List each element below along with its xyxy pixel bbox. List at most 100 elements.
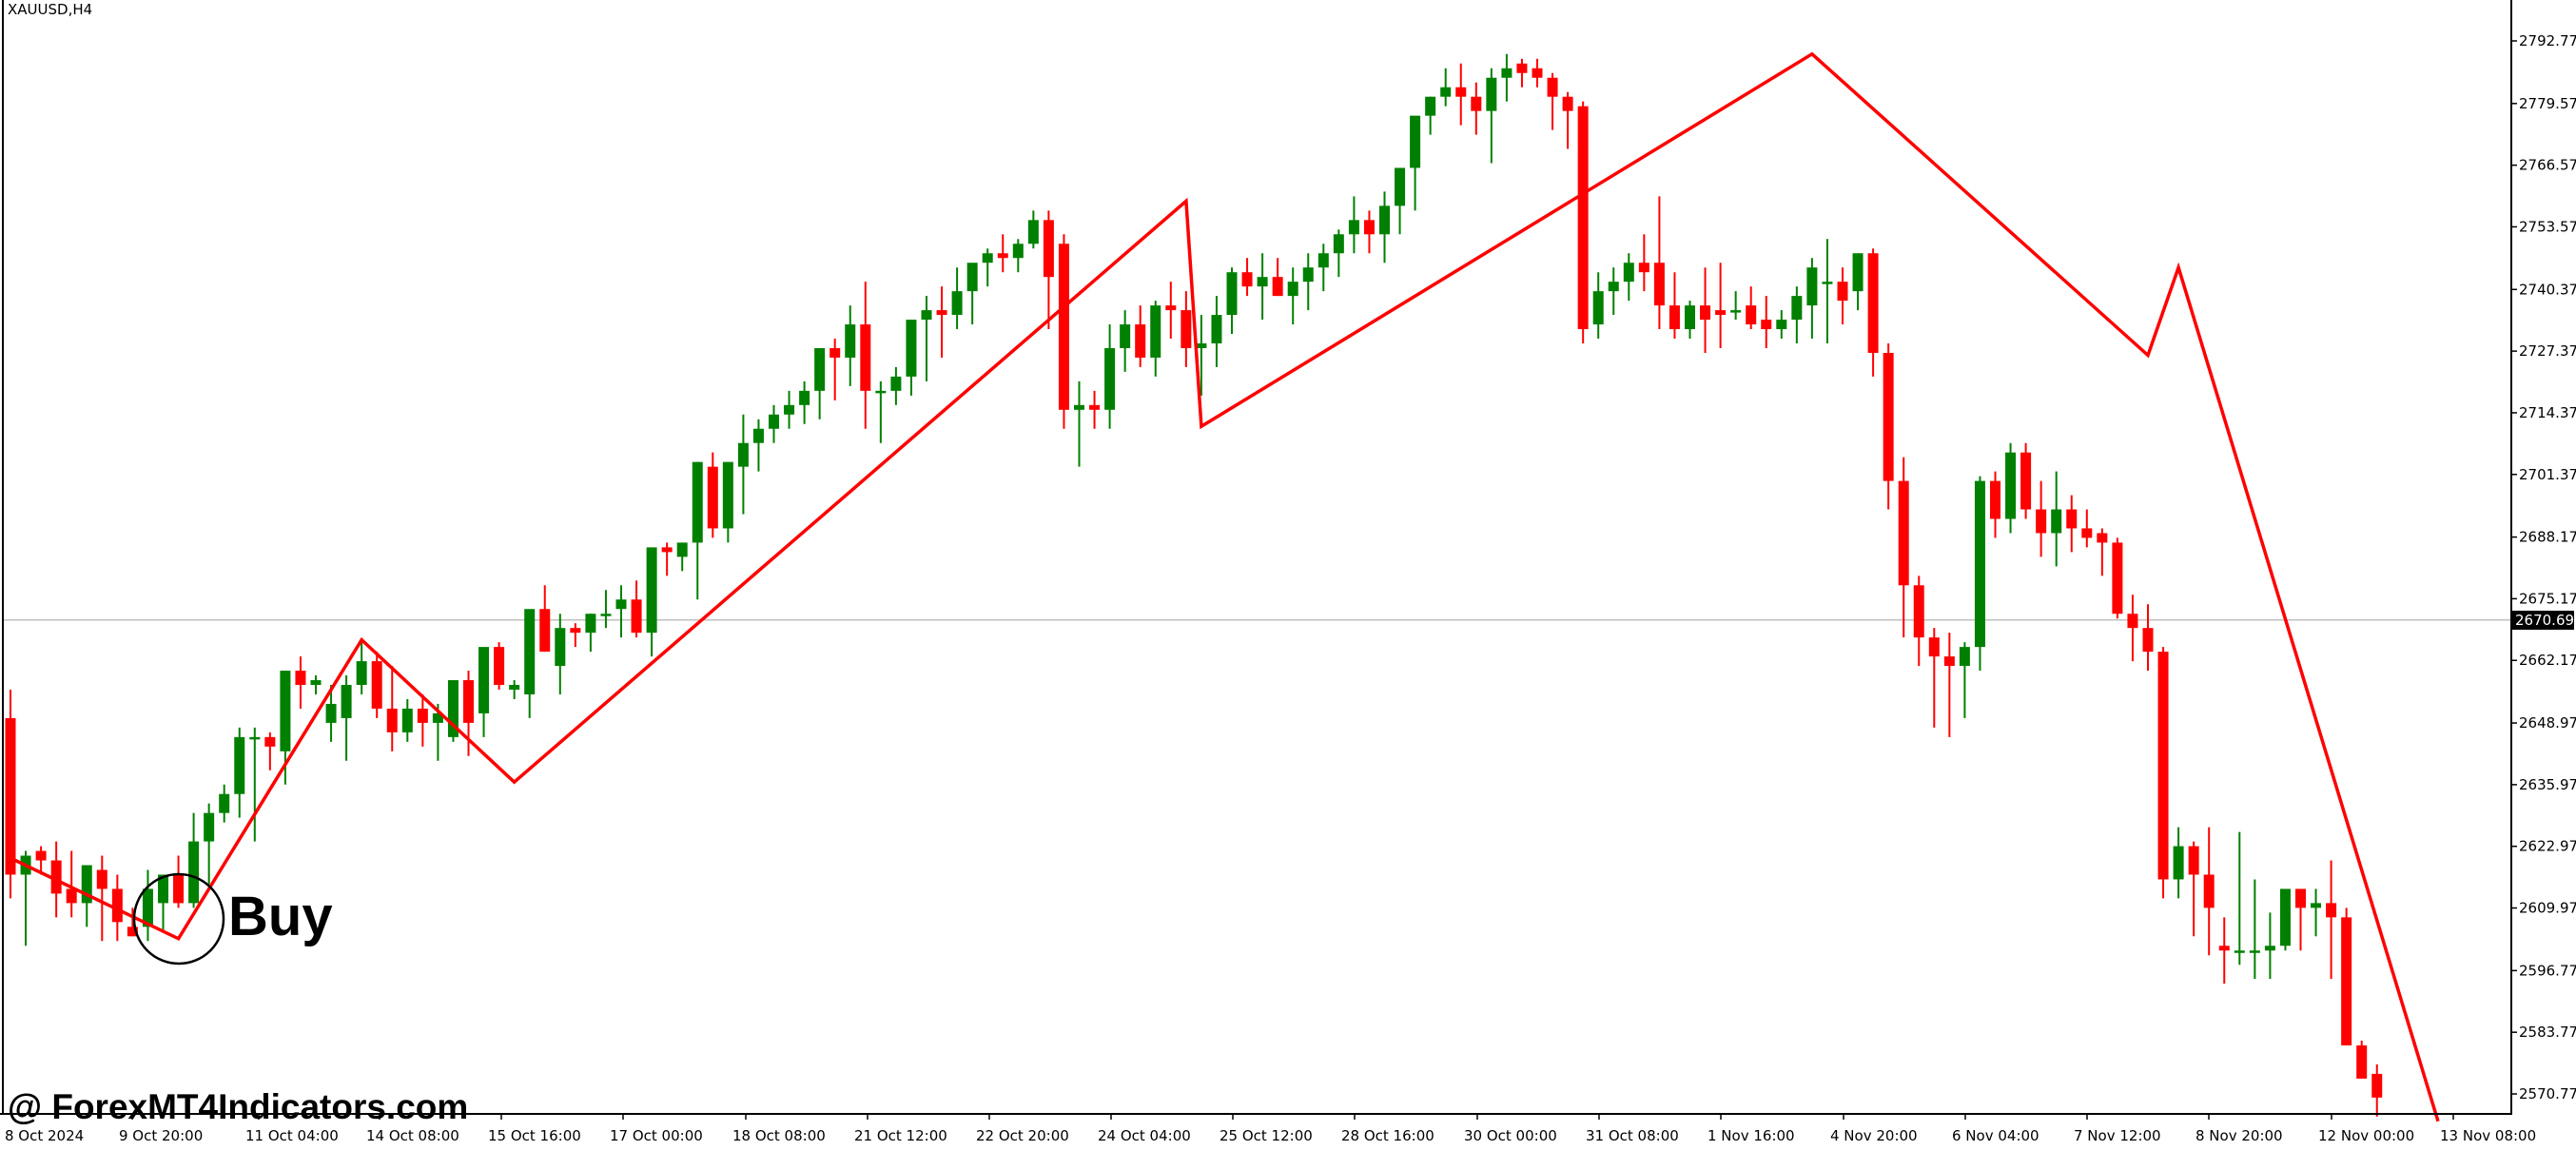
- candle: [234, 727, 245, 818]
- time-tick-label: 6 Nov 04:00: [1952, 1127, 2039, 1144]
- candle: [1486, 68, 1497, 164]
- candle: [2295, 888, 2306, 951]
- candle: [1746, 286, 1757, 330]
- candle: [2371, 1063, 2383, 1117]
- candle: [66, 850, 77, 918]
- candle: [2249, 879, 2260, 980]
- candle: [921, 296, 932, 381]
- price-tick-label: 2675.170: [2519, 590, 2576, 607]
- price-tick-label: 2714.370: [2519, 404, 2576, 421]
- candle: [2051, 471, 2062, 567]
- price-tick-label: 2609.970: [2519, 900, 2576, 917]
- candle: [341, 675, 352, 761]
- candle: [982, 248, 993, 287]
- time-tick-label: 11 Oct 04:00: [245, 1127, 339, 1144]
- candle: [1165, 282, 1177, 340]
- candle: [386, 666, 398, 751]
- candle: [1333, 229, 1344, 278]
- candle: [2097, 528, 2108, 576]
- candle: [875, 380, 887, 443]
- price-tick-label: 2753.570: [2519, 218, 2576, 235]
- price-tick-label: 2622.970: [2519, 838, 2576, 855]
- candle: [310, 675, 322, 694]
- candle: [845, 305, 856, 386]
- time-tick-label: 7 Nov 12:00: [2074, 1127, 2161, 1144]
- candle: [1379, 191, 1390, 263]
- candle: [1027, 210, 1039, 249]
- candle: [35, 846, 47, 875]
- candle: [219, 784, 230, 823]
- candle: [2005, 442, 2017, 534]
- candle: [188, 812, 200, 908]
- candle: [707, 452, 718, 538]
- candle: [1012, 239, 1024, 273]
- candle: [1257, 253, 1268, 321]
- candle: [1928, 628, 1940, 728]
- time-tick-label: 9 Oct 20:00: [119, 1127, 203, 1144]
- candle: [2341, 907, 2352, 1045]
- candle: [5, 690, 16, 899]
- time-axis[interactable]: 8 Oct 2024 9 Oct 20:00 11 Oct 04:00 14 Oct …: [5, 1114, 2536, 1144]
- price-tick-label: 2740.370: [2519, 281, 2576, 298]
- candle: [1685, 301, 1695, 340]
- candle: [1440, 68, 1452, 107]
- price-axis[interactable]: 2792.770 2779.570 2766.570 2753.570 2740.370…: [2511, 32, 2576, 1102]
- candle: [631, 580, 642, 638]
- candle: [1150, 301, 1161, 377]
- candle: [524, 609, 536, 718]
- candle: [127, 907, 138, 937]
- candle: [1181, 291, 1192, 367]
- zigzag-indicator-line: [10, 51, 2440, 1122]
- time-tick-label: 25 Oct 12:00: [1220, 1127, 1313, 1144]
- candle: [1592, 272, 1604, 340]
- candle: [1852, 253, 1864, 311]
- candle: [585, 614, 596, 653]
- candle: [2356, 1041, 2368, 1079]
- buy-circle-icon: [132, 872, 225, 966]
- candle: [494, 642, 505, 691]
- candle: [906, 320, 917, 396]
- time-tick-label: 4 Nov 20:00: [1830, 1127, 1918, 1144]
- candle: [2142, 604, 2154, 672]
- candle: [1959, 642, 1970, 718]
- candle: [1761, 296, 1772, 348]
- candle: [1638, 234, 1649, 292]
- price-tick-label: 2570.770: [2519, 1085, 2576, 1102]
- candle: [890, 366, 902, 405]
- candle: [142, 869, 153, 942]
- candle: [2311, 888, 2322, 937]
- candle: [1501, 53, 1512, 102]
- candle: [692, 461, 703, 600]
- candle: [356, 642, 367, 694]
- candle: [829, 339, 841, 400]
- axes: [0, 0, 2512, 1115]
- candle: [1089, 390, 1101, 429]
- candle: [2020, 442, 2032, 519]
- candle: [1363, 210, 1375, 254]
- candle: [264, 732, 276, 771]
- candle: [204, 803, 215, 885]
- price-tick-label: 2583.770: [2519, 1024, 2576, 1041]
- candle: [570, 623, 581, 648]
- candle: [814, 347, 826, 419]
- candle: [1562, 91, 1573, 149]
- candle: [966, 263, 978, 325]
- candle: [1302, 253, 1314, 311]
- candle: [509, 680, 520, 699]
- candle: [447, 680, 459, 742]
- candle: [417, 693, 428, 747]
- candle: [1104, 324, 1116, 429]
- time-tick-label: 21 Oct 12:00: [854, 1127, 947, 1144]
- candle: [1425, 96, 1436, 135]
- candle: [1791, 286, 1803, 343]
- price-tick-label: 2662.170: [2519, 652, 2576, 669]
- candle: [2279, 888, 2291, 951]
- current-price-tag: 2670.694: [2512, 610, 2576, 630]
- symbol-timeframe-label: XAUUSD,H4: [8, 1, 93, 18]
- candle: [2066, 495, 2078, 553]
- candle: [478, 647, 490, 737]
- candle: [997, 234, 1008, 273]
- buy-signal-circle: [132, 872, 225, 966]
